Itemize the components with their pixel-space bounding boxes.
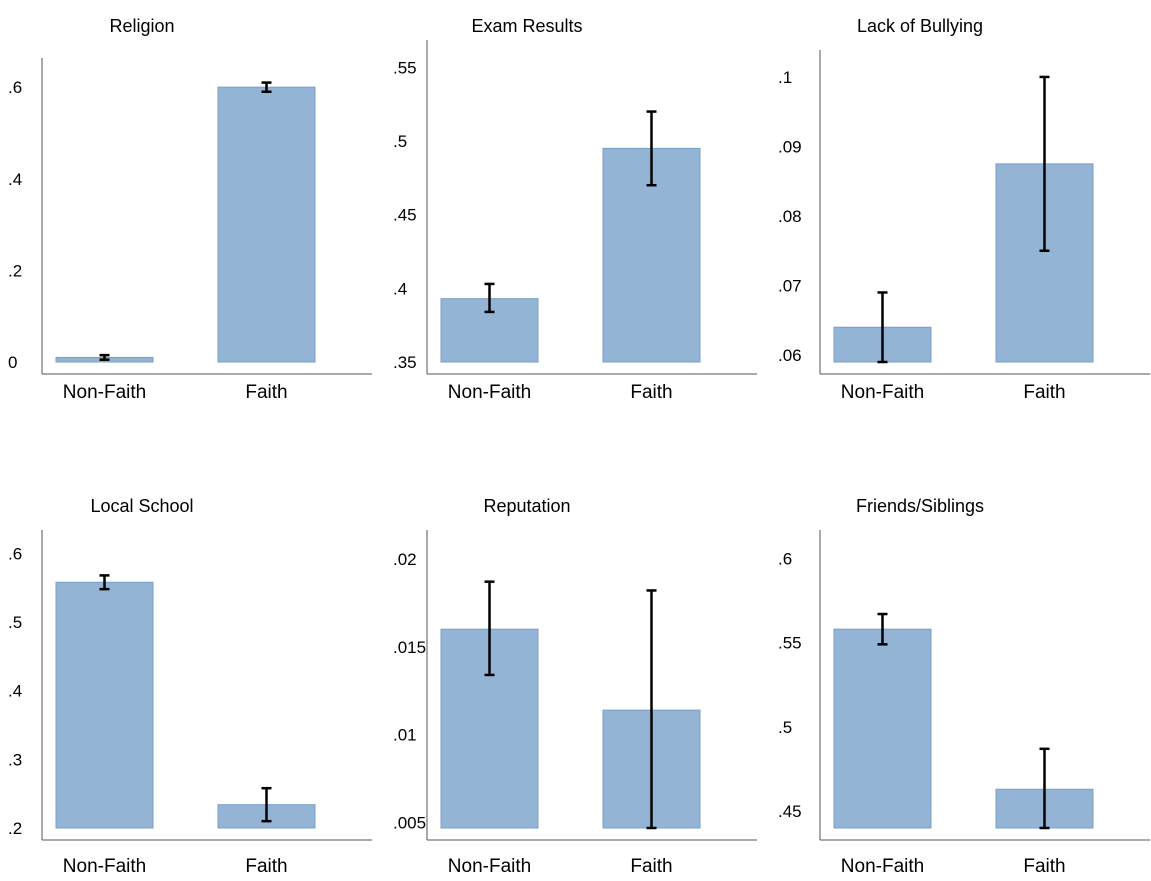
x-category-label: Faith	[1023, 856, 1065, 877]
chart-title: Friends/Siblings	[856, 496, 984, 516]
bar-non-faith	[833, 628, 932, 829]
x-category-label: Faith	[245, 382, 287, 403]
chart-title: Reputation	[483, 496, 570, 516]
chart-svg-exam-results: Exam Results .35 .4 .45 .5 .55 Non-Faith Faith	[393, 16, 757, 403]
y-tick-label: .5	[8, 613, 22, 632]
chart-panel-religion: Religion 0 .2 .4 .6 Non-Faith Faith	[0, 0, 380, 420]
chart-title: Religion	[109, 16, 174, 36]
bar-non-faith	[55, 581, 154, 829]
y-tick-label: .1	[778, 68, 792, 87]
y-tick-label: .02	[393, 550, 417, 569]
x-category-label: Non-Faith	[448, 382, 531, 403]
x-category-label: Faith	[630, 382, 672, 403]
y-tick-label: .2	[8, 819, 22, 838]
y-tick-label: .01	[393, 726, 417, 745]
x-category-label: Faith	[630, 856, 672, 877]
y-tick-label: 0	[8, 353, 17, 372]
y-tick-label: .4	[8, 682, 22, 701]
y-tick-label: .55	[778, 634, 802, 653]
x-category-label: Non-Faith	[63, 856, 146, 877]
y-tick-label: .45	[778, 802, 802, 821]
x-category-label: Faith	[1023, 382, 1065, 403]
chart-svg-local-school: Local School .2 .3 .4 .5 .6 Non-Faith Faith	[8, 496, 372, 877]
y-tick-label: .35	[393, 353, 417, 372]
chart-panel-reputation: Reputation .005 .01 .015 .02 Non-Faith Faith	[385, 470, 765, 881]
chart-svg-friends-siblings: Friends/Siblings .45 .5 .55 .6 Non-Faith Faith	[778, 496, 1150, 877]
y-tick-label: .3	[8, 750, 22, 769]
x-category-label: Non-Faith	[841, 856, 924, 877]
y-tick-label: .005	[393, 814, 426, 833]
chart-panel-friends-siblings: Friends/Siblings .45 .5 .55 .6 Non-Faith Faith	[770, 470, 1150, 881]
y-tick-label: .6	[8, 78, 22, 97]
y-tick-label: .09	[778, 137, 802, 156]
chart-svg-reputation: Reputation .005 .01 .015 .02 Non-Faith Faith	[393, 496, 757, 877]
y-tick-label: .6	[778, 549, 792, 568]
chart-panel-local-school: Local School .2 .3 .4 .5 .6 Non-Faith Faith	[0, 470, 380, 881]
y-tick-label: .55	[393, 58, 417, 77]
y-tick-label: .08	[778, 207, 802, 226]
y-tick-label: .06	[778, 346, 802, 365]
chart-panel-exam-results: Exam Results .35 .4 .45 .5 .55 Non-Faith Faith	[385, 0, 765, 420]
x-category-label: Non-Faith	[448, 856, 531, 877]
y-tick-label: .5	[778, 718, 792, 737]
chart-svg-lack-of-bullying: Lack of Bullying .06 .07 .08 .09 .1 Non-Faith F…	[778, 16, 1150, 403]
x-category-label: Non-Faith	[63, 382, 146, 403]
chart-title: Local School	[90, 496, 193, 516]
bar-faith	[217, 86, 316, 363]
chart-svg-religion: Religion 0 .2 .4 .6 Non-Faith Faith	[8, 16, 372, 403]
x-category-label: Faith	[245, 856, 287, 877]
chart-title: Lack of Bullying	[857, 16, 983, 36]
chart-panel-lack-of-bullying: Lack of Bullying .06 .07 .08 .09 .1 Non-Faith F…	[770, 0, 1150, 420]
y-tick-label: .07	[778, 277, 802, 296]
y-tick-label: .4	[8, 170, 22, 189]
y-tick-label: .45	[393, 206, 417, 225]
y-tick-label: .015	[393, 638, 426, 657]
chart-title: Exam Results	[471, 16, 582, 36]
y-tick-label: .2	[8, 261, 22, 280]
y-tick-label: .4	[393, 279, 407, 298]
x-category-label: Non-Faith	[841, 382, 924, 403]
y-tick-label: .6	[8, 544, 22, 563]
y-tick-label: .5	[393, 132, 407, 151]
